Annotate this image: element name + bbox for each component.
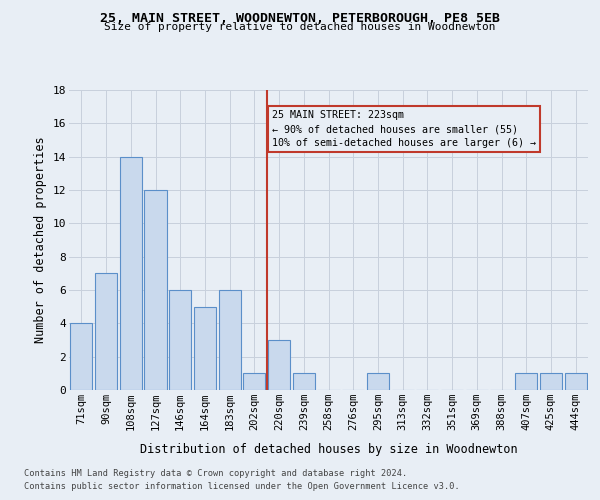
Bar (243, 374, 265, 390)
Bar (293, 374, 315, 390)
Bar (565, 374, 587, 390)
Bar (95, 274, 117, 390)
Text: Contains public sector information licensed under the Open Government Licence v3: Contains public sector information licen… (24, 482, 460, 491)
Bar (515, 374, 538, 390)
Bar (540, 374, 562, 390)
Bar (194, 306, 216, 390)
Bar (169, 290, 191, 390)
Bar (119, 156, 142, 390)
Bar (70, 324, 92, 390)
Bar (145, 190, 167, 390)
Bar (218, 290, 241, 390)
Bar (268, 340, 290, 390)
Bar (367, 374, 389, 390)
Text: 25, MAIN STREET, WOODNEWTON, PETERBOROUGH, PE8 5EB: 25, MAIN STREET, WOODNEWTON, PETERBOROUG… (100, 12, 500, 26)
Text: Distribution of detached houses by size in Woodnewton: Distribution of detached houses by size … (140, 442, 518, 456)
Text: Size of property relative to detached houses in Woodnewton: Size of property relative to detached ho… (104, 22, 496, 32)
Y-axis label: Number of detached properties: Number of detached properties (34, 136, 47, 344)
Text: 25 MAIN STREET: 223sqm
← 90% of detached houses are smaller (55)
10% of semi-det: 25 MAIN STREET: 223sqm ← 90% of detached… (272, 110, 536, 148)
Text: Contains HM Land Registry data © Crown copyright and database right 2024.: Contains HM Land Registry data © Crown c… (24, 468, 407, 477)
